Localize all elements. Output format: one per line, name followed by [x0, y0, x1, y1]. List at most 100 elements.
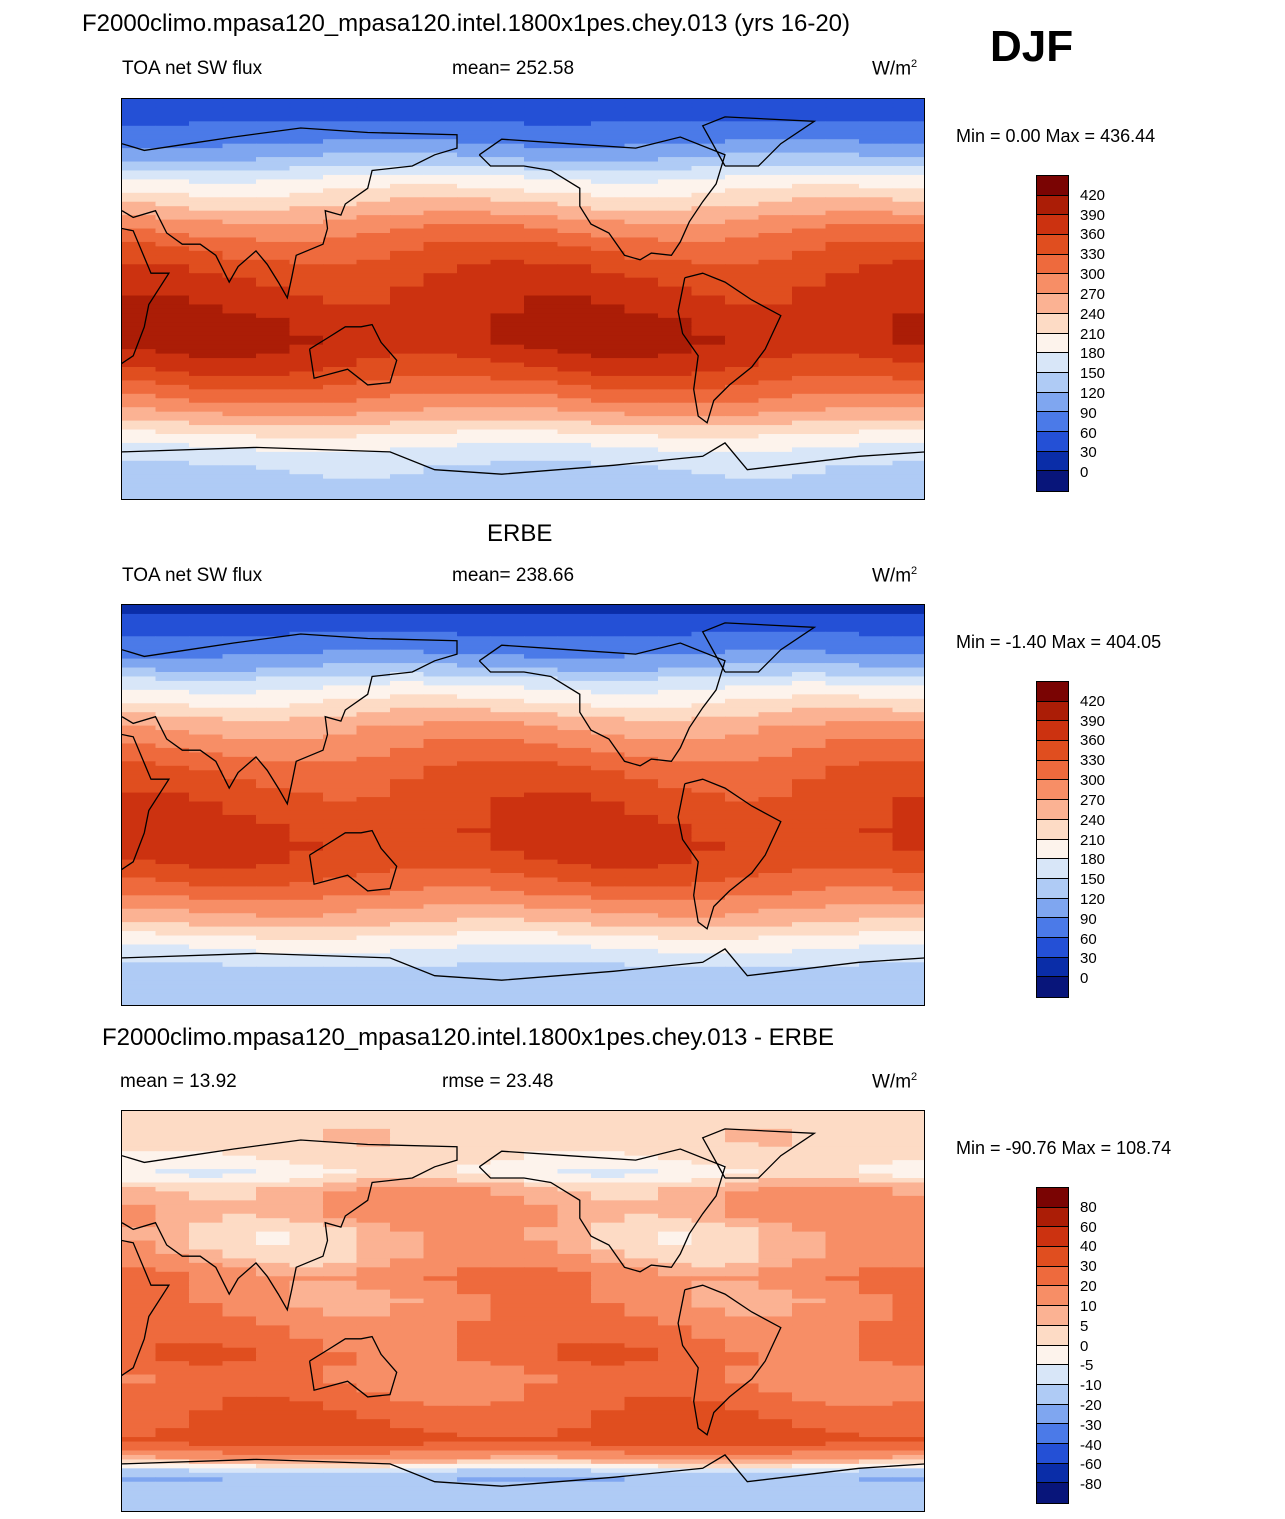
map-cell [792, 259, 827, 265]
map-cell [859, 779, 894, 785]
map-cell [457, 1115, 492, 1121]
map-cell [323, 743, 358, 749]
map-cell [222, 609, 257, 615]
map-cell [423, 210, 458, 216]
map-cell [222, 107, 257, 113]
map-cell [825, 1186, 860, 1192]
map-cell [691, 908, 726, 914]
map-cell [725, 349, 760, 355]
map-cell [457, 331, 492, 337]
map-cell [490, 246, 525, 252]
map-cell [892, 99, 924, 105]
map-cell [557, 886, 592, 892]
map-cell [859, 416, 894, 422]
map-cell [825, 823, 860, 829]
map-cell [591, 752, 626, 758]
map-cell [323, 712, 358, 718]
map-cell [859, 1142, 894, 1148]
map-cell [725, 895, 760, 901]
map-cell [155, 1137, 190, 1143]
map-cell [859, 206, 894, 212]
map-cell [423, 197, 458, 203]
map-cell [457, 179, 492, 185]
map-cell [323, 451, 358, 457]
map-cell [859, 483, 894, 489]
map-cell [155, 1142, 190, 1148]
map-cell [792, 478, 827, 484]
map-cell [825, 886, 860, 892]
map-cell [825, 107, 860, 113]
map-cell [189, 161, 224, 167]
map-cell [624, 756, 659, 762]
map-cell [557, 663, 592, 669]
map-cell [892, 295, 924, 301]
map-cell [155, 166, 190, 172]
map-cell [490, 689, 525, 695]
map-cell [490, 300, 525, 306]
map-cell [122, 268, 157, 274]
map-cell [758, 640, 793, 646]
map-cell [591, 792, 626, 798]
map-cell [792, 362, 827, 368]
map-cell [591, 99, 626, 105]
map-cell [457, 233, 492, 239]
map-cell [222, 277, 257, 283]
map-cell [423, 1173, 458, 1179]
map-cell [624, 823, 659, 829]
map-cell [658, 792, 693, 798]
map-cell [524, 398, 559, 404]
map-cell [624, 797, 659, 803]
map-cell [825, 957, 860, 963]
map-cell [189, 174, 224, 180]
map-cell [490, 694, 525, 700]
map-cell [289, 855, 324, 861]
map-cell [859, 890, 894, 896]
map-cell [892, 429, 924, 435]
map-cell [557, 1169, 592, 1175]
map-cell [289, 756, 324, 762]
map-cell [859, 712, 894, 718]
map-cell [524, 157, 559, 163]
map-cell [557, 618, 592, 624]
map-cell [256, 1124, 291, 1130]
map-cell [189, 890, 224, 896]
map-cell [658, 250, 693, 256]
map-cell [289, 962, 324, 968]
map-cell [591, 1160, 626, 1166]
map-cell [423, 264, 458, 270]
map-cell [155, 1178, 190, 1184]
map-cell [624, 1142, 659, 1148]
map-cell [356, 734, 391, 740]
map-cell [457, 649, 492, 655]
map-cell [323, 273, 358, 279]
map-cell [758, 707, 793, 713]
map-cell [222, 846, 257, 852]
map-cell [490, 984, 525, 990]
map-cell [356, 313, 391, 319]
map-cell [155, 375, 190, 381]
map-cell [758, 739, 793, 745]
map-cell [691, 143, 726, 149]
map-cell [289, 765, 324, 771]
map-cell [691, 788, 726, 794]
map-cell [624, 416, 659, 422]
map-cell [591, 832, 626, 838]
map-cell [557, 716, 592, 722]
map-cell [624, 112, 659, 118]
map-cell [256, 801, 291, 807]
map-cell [457, 998, 492, 1004]
map-cell [289, 877, 324, 883]
map-cell [758, 1213, 793, 1219]
map-cell [122, 627, 157, 633]
map-cell [490, 179, 525, 185]
map-cell [859, 913, 894, 919]
map-cell [356, 841, 391, 847]
map-cell [289, 112, 324, 118]
map-cell [323, 1191, 358, 1197]
map-cell [490, 1173, 525, 1179]
map-cell [256, 166, 291, 172]
map-cell [825, 411, 860, 417]
map-cell [691, 99, 726, 105]
map-cell [189, 134, 224, 140]
map-cell [490, 810, 525, 816]
